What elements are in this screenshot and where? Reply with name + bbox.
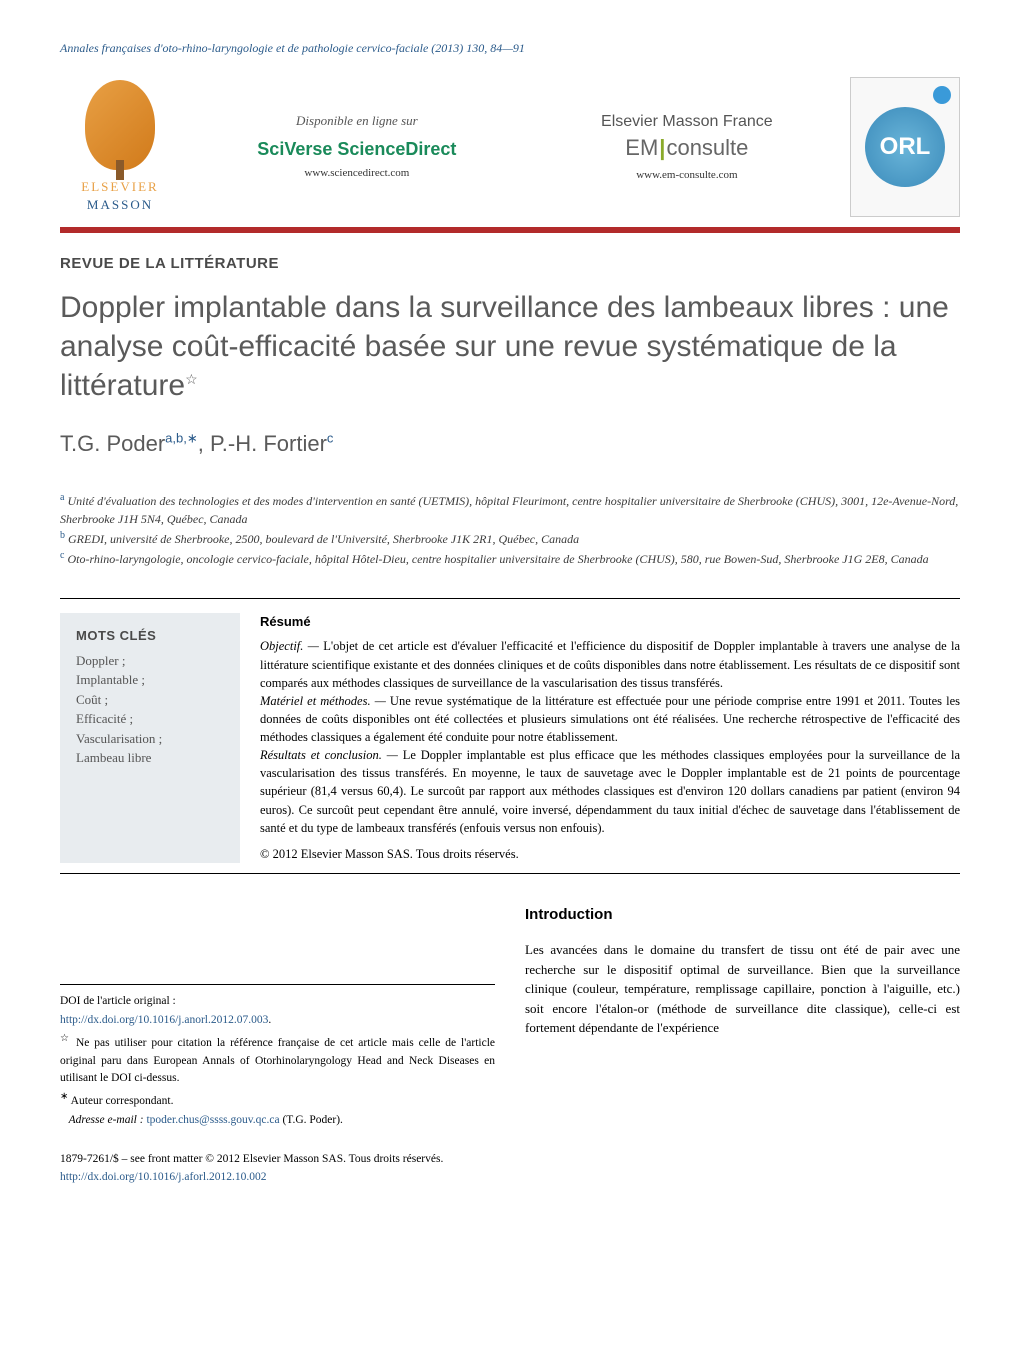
title-note-marker: ☆ (185, 371, 198, 387)
affiliations: a Unité d'évaluation des technologies et… (60, 490, 960, 568)
keyword-item: Doppler ; (76, 651, 224, 671)
affiliation-b: b GREDI, université de Sherbrooke, 2500,… (60, 528, 960, 548)
intro-para: Les avancées dans le domaine du transfer… (525, 940, 960, 1038)
left-column: DOI de l'article original : http://dx.do… (60, 904, 495, 1131)
keyword-item: Vascularisation ; (76, 729, 224, 749)
right-column: Introduction Les avancées dans le domain… (525, 904, 960, 1131)
intro-heading: Introduction (525, 904, 960, 927)
article-type: REVUE DE LA LITTÉRATURE (60, 253, 960, 274)
affil-mark-b: b (60, 530, 65, 541)
author-1: T.G. Podera,b,∗ (60, 431, 198, 456)
authors: T.G. Podera,b,∗, P.-H. Fortierc (60, 429, 960, 460)
issn-line: 1879-7261/$ – see front matter © 2012 El… (60, 1151, 960, 1168)
elsevier-masson-france-label: Elsevier Masson France (601, 111, 773, 133)
brand-separator-icon: | (659, 135, 665, 160)
email-label: Adresse e-mail : (69, 1114, 144, 1126)
abs-label-objectif: Objectif. — (260, 639, 319, 653)
elsevier-tree-icon (85, 80, 155, 170)
body-columns: DOI de l'article original : http://dx.do… (60, 904, 960, 1131)
keywords-heading: MOTS CLÉS (76, 627, 224, 645)
abstract: Résumé Objectif. — L'objet de cet articl… (260, 613, 960, 863)
consulte-text: consulte (666, 135, 748, 160)
masthead: ELSEVIER MASSON Disponible en ligne sur … (60, 77, 960, 217)
affil-text-c: Oto-rhino-laryngologie, oncologie cervic… (67, 552, 928, 566)
abstract-copyright: © 2012 Elsevier Masson SAS. Tous droits … (260, 845, 960, 863)
corresponding-author: ∗ Auteur correspondant. (60, 1089, 495, 1110)
citation-note: ☆ Ne pas utiliser pour citation la référ… (60, 1031, 495, 1087)
star-icon: ☆ (60, 1033, 71, 1044)
affiliation-a: a Unité d'évaluation des technologies et… (60, 490, 960, 528)
doi-original-link[interactable]: http://dx.doi.org/10.1016/j.anorl.2012.0… (60, 1014, 268, 1026)
emconsulte-url[interactable]: www.em-consulte.com (601, 168, 773, 183)
author-2-marks: c (327, 430, 334, 445)
em-text: EM (625, 135, 658, 160)
publisher-name-1: ELSEVIER (81, 178, 158, 196)
author-1-name: T.G. Poder (60, 431, 165, 456)
abs-text-objectif: L'objet de cet article est d'évaluer l'e… (260, 639, 960, 689)
running-head: Annales françaises d'oto-rhino-laryngolo… (60, 40, 960, 57)
sciencedirect-block: Disponible en ligne sur SciVerse Science… (257, 112, 456, 181)
journal-badge-icon (933, 86, 951, 104)
doi-original-label: DOI de l'article original : (60, 993, 495, 1010)
email-line: Adresse e-mail : tpoder.chus@ssss.gouv.q… (60, 1112, 495, 1129)
footnotes: DOI de l'article original : http://dx.do… (60, 984, 495, 1129)
journal-abbr: ORL (865, 107, 945, 187)
sciencedirect-brand: SciVerse ScienceDirect (257, 137, 456, 162)
abstract-methodes: Matériel et méthodes. — Une revue systém… (260, 692, 960, 746)
keyword-item: Implantable ; (76, 670, 224, 690)
abstract-objectif: Objectif. — L'objet de cet article est d… (260, 637, 960, 691)
keyword-item: Coût ; (76, 690, 224, 710)
keywords-box: MOTS CLÉS Doppler ; Implantable ; Coût ;… (60, 613, 240, 863)
emconsulte-brand: EM|consulte (601, 133, 773, 164)
citation-note-text: Ne pas utiliser pour citation la référen… (60, 1037, 495, 1084)
abstract-resultats: Résultats et conclusion. — Le Doppler im… (260, 746, 960, 837)
email-author: (T.G. Poder). (282, 1114, 342, 1126)
available-online-label: Disponible en ligne sur (257, 112, 456, 130)
author-email-link[interactable]: tpoder.chus@ssss.gouv.qc.ca (146, 1114, 279, 1126)
affiliation-c: c Oto-rhino-laryngologie, oncologie cerv… (60, 548, 960, 568)
abstract-block: MOTS CLÉS Doppler ; Implantable ; Coût ;… (60, 598, 960, 863)
page-footer: 1879-7261/$ – see front matter © 2012 El… (60, 1151, 960, 1186)
affil-text-a: Unité d'évaluation des technologies et d… (60, 494, 958, 526)
article-doi-link[interactable]: http://dx.doi.org/10.1016/j.aforl.2012.1… (60, 1171, 266, 1183)
abs-label-resultats: Résultats et conclusion. — (260, 748, 398, 762)
asterisk-icon: ∗ (60, 1091, 68, 1102)
abstract-heading: Résumé (260, 613, 960, 632)
keyword-item: Efficacité ; (76, 709, 224, 729)
affil-mark-a: a (60, 492, 64, 503)
journal-cover: ORL (850, 77, 960, 217)
corr-label: Auteur correspondant. (71, 1095, 174, 1107)
keyword-item: Lambeau libre (76, 748, 224, 768)
author-2: P.-H. Fortierc (210, 431, 333, 456)
keywords-list: Doppler ; Implantable ; Coût ; Efficacit… (76, 651, 224, 768)
sciencedirect-url[interactable]: www.sciencedirect.com (257, 166, 456, 181)
abstract-bottom-rule (60, 873, 960, 874)
author-1-marks: a,b,∗ (165, 430, 198, 445)
author-2-name: P.-H. Fortier (210, 431, 327, 456)
article-title: Doppler implantable dans la surveillance… (60, 288, 960, 405)
affil-mark-c: c (60, 550, 64, 561)
header-rule (60, 227, 960, 233)
affil-text-b: GREDI, université de Sherbrooke, 2500, b… (68, 532, 579, 546)
abs-label-methodes: Matériel et méthodes. — (260, 694, 386, 708)
publisher-name-2: MASSON (87, 196, 153, 214)
emconsulte-block: Elsevier Masson France EM|consulte www.e… (601, 111, 773, 184)
publisher-logo: ELSEVIER MASSON (60, 77, 180, 217)
